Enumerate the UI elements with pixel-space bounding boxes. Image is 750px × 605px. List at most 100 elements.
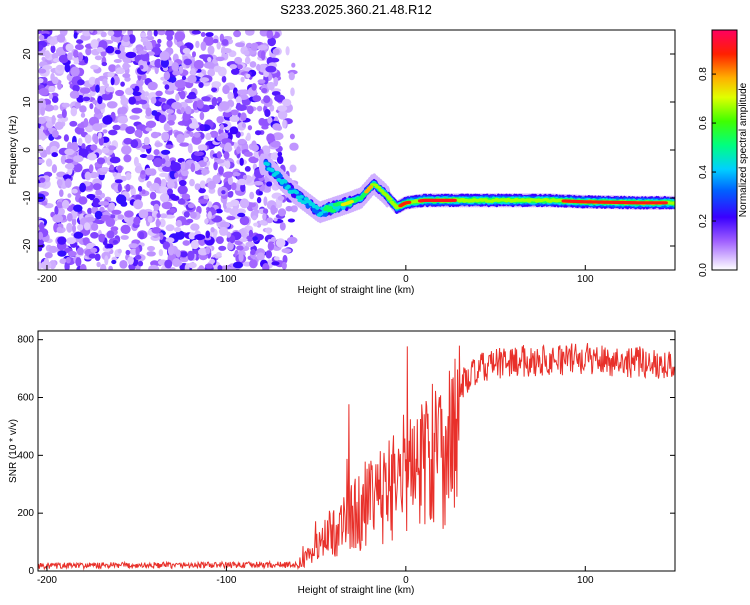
heatmap-noise-cell [215, 56, 225, 62]
heatmap-noise-cell [194, 183, 201, 191]
heatmap-ridge-cell [265, 162, 270, 167]
colorbar-ticks: 0.0 0.2 0.4 0.6 0.8 [698, 67, 716, 277]
heatmap-noise-cell [231, 68, 240, 75]
heatmap-noise-cell [161, 201, 173, 210]
heatmap-noise-cell [56, 226, 63, 233]
heatmap-noise-cell [187, 203, 195, 209]
heatmap-noise-cell [74, 44, 84, 50]
heatmap-noise-cell [249, 191, 255, 200]
heatmap-noise-cell [98, 201, 110, 206]
heatmap-noise-cell [107, 71, 115, 78]
heatmap-noise-cell [177, 199, 186, 205]
heatmap-noise-cell [140, 37, 149, 43]
heatmap-noise-cell [140, 170, 146, 175]
heatmap-noise-cell [156, 213, 161, 218]
heatmap-peak-cell [663, 201, 668, 205]
heatmap-noise-cell [96, 157, 106, 165]
heatmap-noise-cell [191, 134, 202, 145]
heatmap-noise-cell [277, 208, 287, 217]
heatmap-noise-cell [41, 200, 48, 206]
heatmap-noise-cell [115, 89, 125, 97]
heatmap-noise-cell [233, 30, 242, 38]
heatmap-noise-cell [125, 126, 136, 135]
heatmap-noise-cell [73, 49, 79, 58]
heatmap-noise-cell [123, 154, 132, 163]
heatmap-noise-cell [236, 146, 241, 155]
heatmap-noise-cell [38, 231, 44, 240]
heatmap-noise-cell [174, 172, 179, 179]
heatmap-noise-cell [104, 83, 109, 88]
heatmap-noise-cell [166, 181, 175, 189]
heatmap-noise-cell [177, 185, 188, 195]
heatmap-noise-cell [146, 154, 155, 161]
heatmap-noise-cell [261, 87, 268, 94]
heatmap-noise-cell [265, 65, 277, 73]
heatmap-noise-cell [191, 30, 201, 35]
heatmap-noise-cell [79, 105, 87, 113]
heatmap-noise-cell [120, 224, 131, 234]
heatmap-noise-cell [162, 241, 171, 250]
heatmap-noise-cell [179, 179, 187, 187]
heatmap-ridge-cell [294, 190, 299, 195]
heatmap-noise-cell [113, 31, 122, 38]
heatmap-noise-cell [72, 84, 80, 93]
snr-x-axis-label: Height of straight line (km) [298, 585, 415, 596]
heatmap-x-axis-label: Height of straight line (km) [298, 285, 415, 296]
heatmap-noise-cell [237, 212, 246, 218]
heatmap-noise-cell [217, 265, 223, 270]
heatmap-noise-cell [64, 163, 75, 170]
heatmap-noise-cell [165, 237, 175, 243]
heatmap-noise-cell [252, 95, 262, 102]
heatmap-noise-cell [266, 229, 272, 234]
heatmap-noise-cell [94, 55, 103, 61]
heatmap-noise-cell [174, 79, 186, 89]
heatmap-noise-cell [65, 256, 71, 264]
heatmap-noise-cell [130, 139, 139, 149]
heatmap-noise-cell [188, 262, 197, 269]
x-tick-label: -200 [37, 575, 57, 586]
heatmap-y-axis-label: Frequency (Hz) [8, 116, 19, 185]
heatmap-noise-cell [38, 245, 43, 252]
heatmap-noise-cell [71, 188, 78, 194]
y-tick-label: 800 [17, 335, 34, 346]
heatmap-noise-cell [155, 90, 163, 97]
heatmap-noise-cell [153, 30, 158, 37]
heatmap-noise-cell [251, 83, 257, 91]
heatmap-noise-cell [108, 265, 113, 270]
heatmap-noise-cell [125, 87, 134, 96]
heatmap-noise-cell [77, 137, 83, 146]
heatmap-noise-cell [48, 85, 56, 93]
heatmap-noise-cell [186, 218, 194, 224]
heatmap-noise-cell [270, 204, 277, 215]
heatmap-noise-cell [282, 119, 287, 129]
heatmap-noise-cell [223, 266, 233, 270]
heatmap-noise-cell [112, 240, 119, 244]
heatmap-noise-cell [245, 73, 251, 79]
heatmap-marks [38, 30, 675, 270]
heatmap-noise-cell [174, 227, 182, 233]
heatmap-noise-cell [51, 96, 59, 103]
heatmap-noise-cell [38, 78, 44, 84]
heatmap-noise-cell [54, 121, 64, 130]
heatmap-noise-cell [92, 100, 98, 105]
heatmap-noise-cell [189, 131, 194, 137]
heatmap-noise-cell [40, 125, 45, 131]
heatmap-noise-cell [157, 38, 162, 44]
heatmap-noise-cell [116, 194, 127, 205]
heatmap-noise-cell [90, 247, 98, 253]
heatmap-noise-cell [239, 238, 248, 242]
heatmap-noise-cell [230, 109, 239, 116]
heatmap-noise-cell [39, 222, 45, 232]
heatmap-noise-cell [249, 259, 258, 269]
heatmap-noise-cell [190, 223, 200, 231]
heatmap-noise-cell [196, 99, 204, 109]
heatmap-noise-cell [267, 37, 277, 47]
heatmap-noise-cell [141, 144, 151, 150]
heatmap-noise-cell [170, 267, 176, 270]
x-tick-label: -100 [216, 274, 236, 285]
heatmap-noise-cell [187, 250, 195, 261]
heatmap-noise-cell [262, 263, 270, 270]
heatmap-noise-cell [144, 91, 149, 97]
heatmap-noise-cell [266, 133, 275, 143]
